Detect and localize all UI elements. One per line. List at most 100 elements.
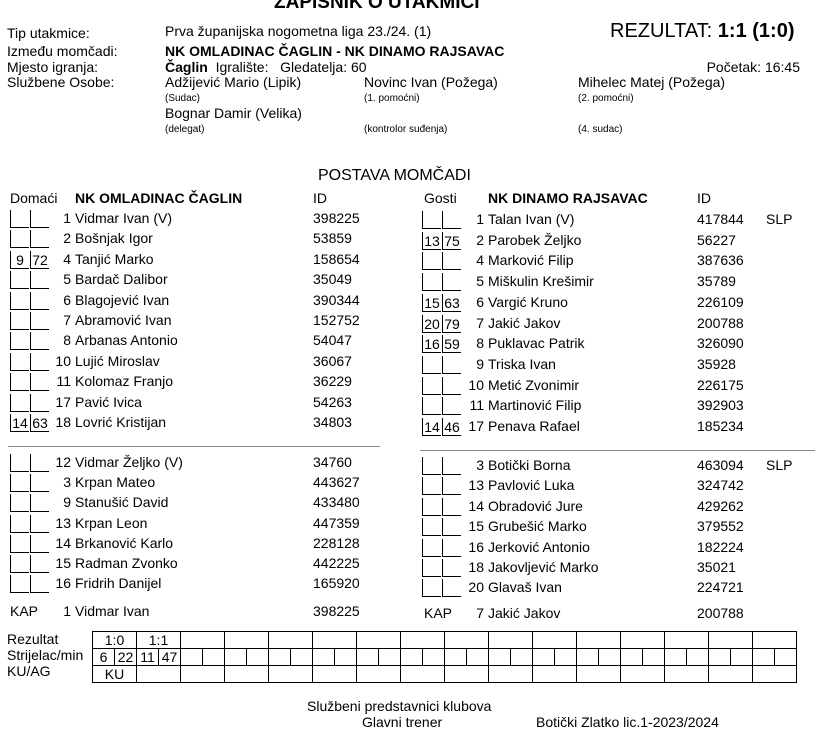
scorer-cell bbox=[400, 648, 423, 666]
sub-box bbox=[422, 559, 441, 577]
player-name: Vidmar Željko (V) bbox=[75, 454, 183, 470]
kuag-cell bbox=[268, 665, 313, 683]
minute-box bbox=[30, 534, 49, 553]
player-name: Bardač Dalibor bbox=[75, 271, 168, 288]
player-id: 326090 bbox=[697, 335, 744, 352]
player-id: 185234 bbox=[697, 418, 744, 434]
player-name: Triska Ivan bbox=[488, 355, 556, 372]
away-id-header: ID bbox=[697, 190, 711, 206]
venue-label: Mjesto igranja: bbox=[7, 59, 99, 75]
player-id: 417844 bbox=[697, 211, 744, 227]
official-name: Adžijević Mario (Lipik) bbox=[165, 74, 302, 90]
player-note: SLP bbox=[766, 457, 793, 473]
player-name: Grubešić Marko bbox=[488, 518, 587, 535]
player-name: Talan Ivan (V) bbox=[488, 211, 575, 227]
player-name: Penava Rafael bbox=[488, 418, 580, 434]
minute-box bbox=[442, 211, 461, 229]
kuag-cell bbox=[532, 665, 577, 683]
player-note: SLP bbox=[766, 211, 793, 227]
player-id: 36067 bbox=[313, 352, 352, 369]
captain-id: 200788 bbox=[697, 605, 744, 621]
player-id: 35049 bbox=[313, 271, 352, 288]
player-number: 1 bbox=[63, 210, 71, 226]
captain-label: KAP bbox=[424, 605, 453, 621]
player-id: 35928 bbox=[697, 355, 736, 372]
player-name: Vargić Kruno bbox=[488, 293, 568, 310]
player-number: 13 bbox=[468, 477, 484, 494]
minute-box bbox=[442, 376, 461, 395]
player-number: 7 bbox=[476, 314, 484, 331]
official-role: (Sudac) bbox=[165, 93, 201, 104]
scorer-cell bbox=[664, 648, 687, 666]
player-name: Abramović Ivan bbox=[75, 312, 172, 328]
sub-box bbox=[422, 457, 441, 475]
player-number: 4 bbox=[476, 252, 484, 269]
kuag-cell bbox=[620, 665, 665, 683]
minute-box bbox=[442, 477, 461, 496]
player-name: Puklavac Patrik bbox=[488, 335, 585, 352]
result-cell bbox=[224, 631, 269, 649]
player-id: 387636 bbox=[697, 252, 744, 269]
sub-box bbox=[422, 397, 441, 416]
minute-box: 63 bbox=[30, 414, 49, 432]
scorer-cell bbox=[598, 648, 621, 666]
scorer-cell bbox=[268, 648, 291, 666]
goals-table: 1:0 1:1 6 22 11 47 KU bbox=[92, 631, 797, 683]
sub-box: 15 bbox=[422, 293, 441, 312]
minute-box bbox=[30, 555, 49, 573]
minute-box bbox=[30, 312, 49, 330]
minute-box bbox=[30, 230, 49, 249]
scorer-cell bbox=[532, 648, 555, 666]
result-cell: 1:1 bbox=[136, 631, 181, 649]
minute-box bbox=[30, 332, 49, 351]
player-id: 34760 bbox=[313, 454, 352, 470]
captain-name: Vidmar Ivan bbox=[75, 603, 150, 619]
player-number: 18 bbox=[468, 559, 484, 575]
away-label: Gosti bbox=[424, 190, 457, 206]
official-role: (kontrolor suđenja) bbox=[364, 124, 448, 135]
scorer-cell bbox=[202, 648, 225, 666]
result-cell bbox=[268, 631, 313, 649]
player-name: Kolomaz Franjo bbox=[75, 373, 174, 390]
sub-box: 9 bbox=[10, 250, 29, 269]
player-number: 15 bbox=[55, 555, 71, 571]
player-name: Arbanas Antonio bbox=[75, 332, 178, 349]
player-name: Glavaš Ivan bbox=[488, 579, 562, 596]
player-id: 35021 bbox=[697, 559, 736, 575]
official-role: (4. sudac) bbox=[578, 124, 623, 135]
player-id: 152752 bbox=[313, 312, 360, 328]
minute-box: 63 bbox=[442, 293, 461, 312]
sub-box bbox=[422, 376, 441, 395]
player-number: 17 bbox=[468, 418, 484, 434]
home-id-header: ID bbox=[313, 190, 327, 206]
result-cell: 1:0 bbox=[92, 631, 137, 649]
player-id: 200788 bbox=[697, 314, 744, 331]
result-cell bbox=[180, 631, 225, 649]
minute-box bbox=[30, 575, 49, 594]
player-id: 433480 bbox=[313, 494, 360, 511]
player-number: 10 bbox=[468, 376, 484, 393]
player-number: 8 bbox=[476, 335, 484, 352]
player-id: 442225 bbox=[313, 555, 360, 571]
captain-name: Jakić Jakov bbox=[488, 605, 561, 621]
tip-value: Prva županijska nogometna liga 23./24. (… bbox=[165, 23, 432, 39]
minute-box bbox=[442, 397, 461, 416]
sub-box bbox=[10, 514, 29, 533]
player-name: Jerković Antonio bbox=[488, 538, 590, 555]
minute-box bbox=[442, 355, 461, 374]
player-name: Blagojević Ivan bbox=[75, 291, 170, 308]
result: REZULTAT: 1:1 (1:0) bbox=[610, 20, 795, 42]
scorer-cell bbox=[708, 648, 731, 666]
kuag-cell bbox=[356, 665, 401, 683]
scorer-cell bbox=[774, 648, 797, 666]
kuag-cell bbox=[752, 665, 797, 683]
player-name: Pavlović Luka bbox=[488, 477, 575, 494]
player-number: 6 bbox=[476, 293, 484, 310]
scorer-cell bbox=[312, 648, 335, 666]
result-cell bbox=[444, 631, 489, 649]
kuag-cell bbox=[312, 665, 357, 683]
player-number: 3 bbox=[63, 474, 71, 491]
scorer-cell bbox=[620, 648, 643, 666]
player-name: Martinović Filip bbox=[488, 397, 582, 414]
minute-box bbox=[442, 457, 461, 475]
